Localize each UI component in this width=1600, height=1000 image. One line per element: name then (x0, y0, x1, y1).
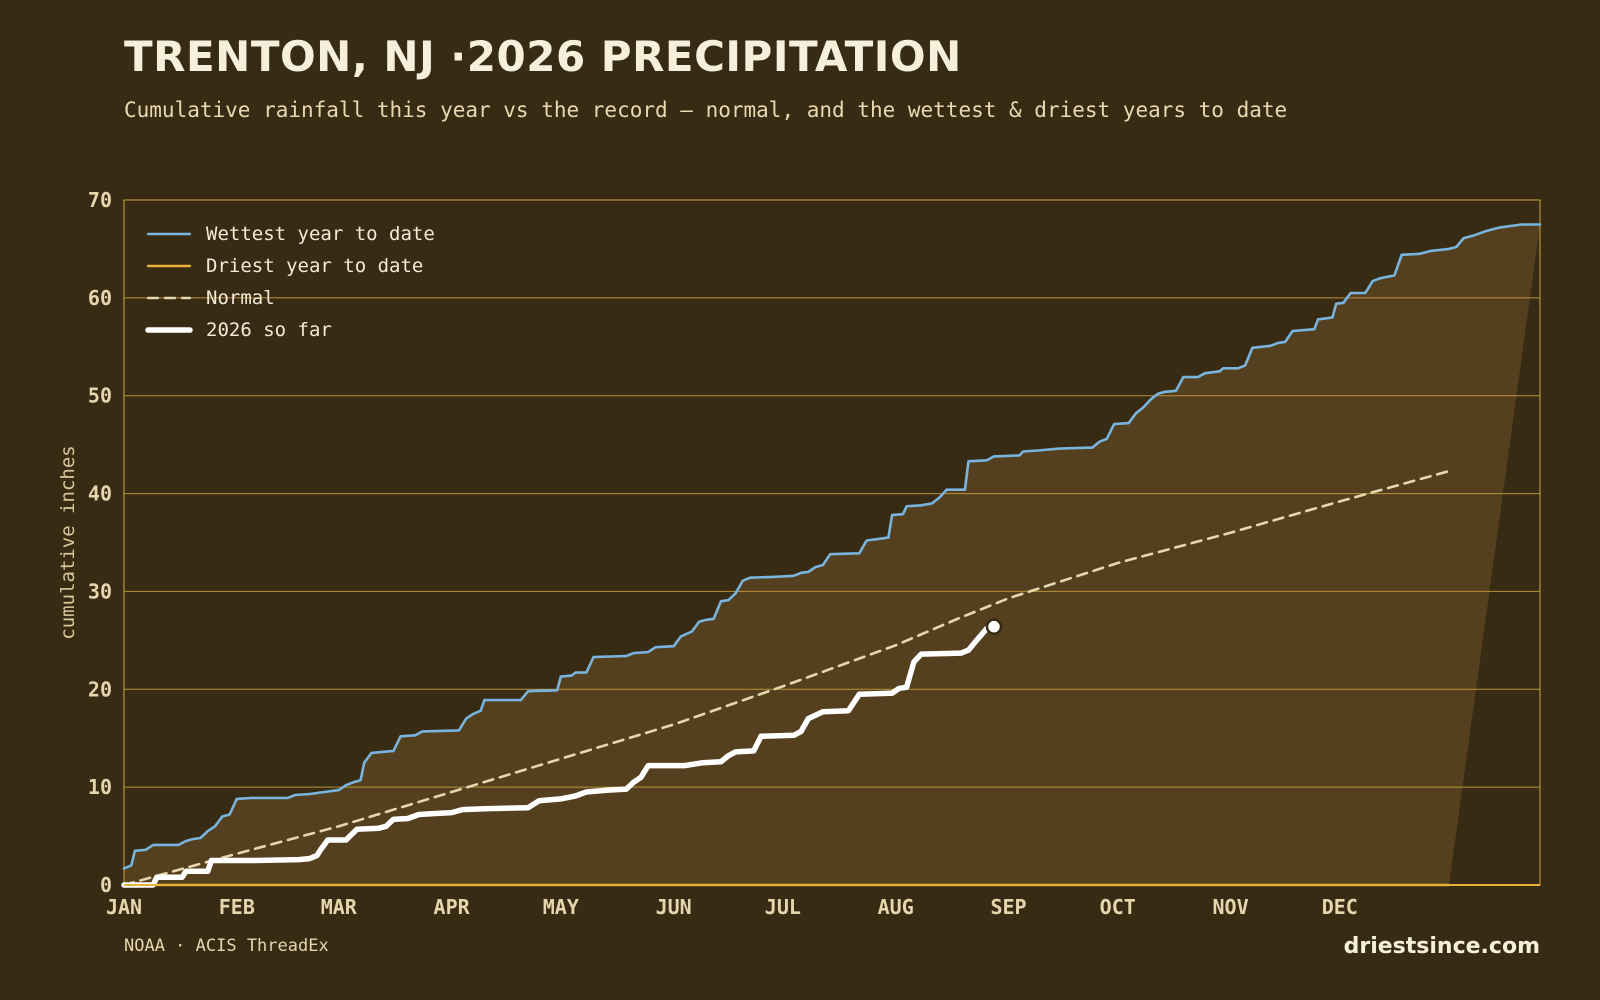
legend: Wettest year to date Driest year to date N… (145, 223, 435, 341)
data-source: NOAA · ACIS ThreadEx (124, 936, 329, 956)
x-tick-label: MAR (321, 895, 358, 919)
axes: 0 10 20 30 40 50 60 70 JAN FEB MAR APR MAY JUN JUL AUG S… (57, 188, 1540, 919)
chart-title: TRENTON, NJ ·2026 PRECIPITATION (124, 32, 962, 81)
x-tick-label: OCT (1100, 895, 1136, 919)
y-tick-label: 0 (100, 873, 112, 897)
chart-subtitle: Cumulative rainfall this year vs the rec… (124, 98, 1288, 122)
x-tick-label: JUL (765, 895, 801, 919)
y-tick-label: 40 (88, 482, 112, 506)
x-tick-label: SEP (990, 895, 1026, 919)
x-tick-label: DEC (1322, 895, 1358, 919)
y-axis-label: cumulative inches (57, 445, 79, 639)
x-tick-label: JUN (656, 895, 692, 919)
y-tick-label: 20 (88, 677, 112, 701)
y-tick-label: 70 (88, 188, 112, 212)
legend-label-normal: Normal (206, 287, 275, 309)
legend-label-driest: Driest year to date (206, 255, 423, 277)
legend-label-wettest: Wettest year to date (206, 223, 435, 245)
normal-line (122, 469, 1451, 887)
current-value-marker (985, 618, 1003, 635)
wettest-line (122, 223, 1542, 870)
y-tick-label: 30 (88, 579, 112, 603)
x-tick-label: FEB (219, 895, 255, 919)
y-tick-label: 50 (88, 384, 112, 408)
x-tick-label: APR (434, 895, 471, 919)
x-tick-label: JAN (106, 895, 142, 919)
brand-link[interactable]: driestsince.com (1343, 934, 1540, 959)
current-year-line (121, 625, 990, 888)
x-tick-label: NOV (1213, 895, 1249, 919)
y-tick-label: 10 (88, 775, 112, 799)
legend-label-current-year: 2026 so far (206, 319, 332, 341)
y-tick-label: 60 (88, 286, 112, 310)
x-tick-label: AUG (878, 895, 914, 919)
x-tick-label: MAY (543, 895, 579, 919)
